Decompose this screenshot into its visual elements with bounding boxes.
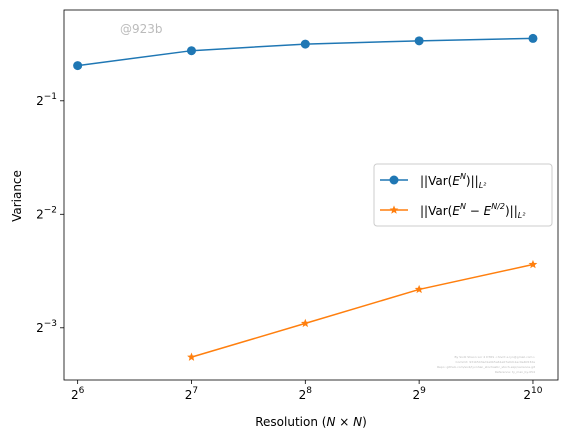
legend-2-minus: −: [466, 204, 484, 218]
x-tick-base: 2: [412, 388, 420, 402]
legend-2-pre: ||Var(: [420, 204, 452, 218]
x-axis-label-prefix: Resolution (: [255, 415, 326, 429]
y-axis-label: Variance: [10, 170, 24, 222]
series-1-point: [528, 33, 538, 43]
legend: ||Var(EN)||L² ||Var(EN − EN/2)||L²: [373, 163, 553, 227]
series-layer: [73, 33, 538, 361]
fine-print-line-2: Commit: 931b543ad1a0b5a61e07a0cb1ec9e4b5…: [456, 360, 536, 364]
y-tick-base: 2: [36, 321, 44, 335]
legend-label-series-2: ||Var(EN − EN/2)||L²: [420, 202, 526, 220]
series-1-point: [73, 61, 83, 71]
x-tick-base: 2: [185, 388, 193, 402]
legend-2-sup1: N: [460, 202, 466, 211]
legend-1-e: E: [452, 174, 460, 188]
y-tick-label: 2−2: [36, 205, 57, 221]
x-tick-label: 26: [71, 386, 85, 402]
x-tick-label: 27: [185, 386, 198, 402]
fine-print-line-3: Repo: github.com/sivli/lyvnhan_stochasti…: [437, 365, 536, 369]
series-1-point: [186, 46, 196, 56]
x-tick-exponent: 9: [420, 386, 426, 396]
watermark-text: @923b: [120, 22, 163, 36]
legend-1-sub: L²: [479, 181, 487, 190]
y-tick-base: 2: [36, 207, 44, 221]
x-tick-label: 28: [299, 386, 313, 402]
x-tick-exponent: 10: [531, 386, 543, 396]
legend-marker-series-2: [389, 205, 399, 214]
legend-marker-series-1: [389, 175, 399, 185]
legend-label-series-1: ||Var(EN)||L²: [420, 172, 487, 190]
series-1-point: [414, 36, 424, 46]
series-2-point: [414, 284, 424, 294]
legend-2-e2: E: [484, 204, 492, 218]
y-tick-base: 2: [36, 94, 44, 108]
x-tick-exponent: 8: [306, 386, 312, 396]
fine-print-line-1: By Sivlli Shaon Lor 4 D7RS <hivrit e.lyn…: [455, 355, 536, 359]
y-axis-ticks: 2−12−22−3: [36, 92, 64, 335]
legend-1-sup: N: [460, 172, 466, 181]
legend-1-pre: ||Var(: [420, 174, 452, 188]
y-tick-label: 2−1: [36, 92, 57, 108]
series-1-point: [300, 39, 310, 49]
x-tick-label: 29: [412, 386, 426, 402]
x-tick-base: 2: [299, 388, 307, 402]
y-tick-label: 2−3: [36, 319, 57, 335]
x-axis-label-suffix: ): [362, 415, 367, 429]
x-tick-base: 2: [523, 388, 531, 402]
x-tick-exponent: 7: [192, 386, 198, 396]
x-tick-exponent: 6: [79, 386, 85, 396]
x-axis-label: Resolution (N × N): [255, 415, 367, 429]
x-tick-label: 210: [523, 386, 542, 402]
legend-2-sup2: N/2: [491, 202, 505, 211]
series-2-line: [191, 263, 534, 358]
fine-print-line-4: Reference: ty_man_by-054: [495, 370, 535, 374]
y-tick-exponent: −1: [44, 92, 57, 102]
legend-frame: [373, 163, 553, 227]
x-axis-label-math: N × N: [326, 415, 362, 429]
legend-2-e1: E: [452, 204, 460, 218]
series-2-point: [187, 352, 196, 361]
legend-1-post: )||: [466, 174, 479, 188]
x-axis-ticks: 26 27 28 29 210: [71, 380, 543, 402]
legend-2-sub: L²: [518, 211, 526, 220]
legend-2-post: )||: [505, 204, 518, 218]
series-2-point: [528, 259, 538, 269]
fine-print: By Sivlli Shaon Lor 4 D7RS <hivrit e.lyn…: [437, 355, 536, 374]
series-2-point: [300, 318, 310, 328]
plot-area-frame: [63, 9, 559, 381]
y-tick-exponent: −2: [44, 205, 57, 215]
y-tick-exponent: −3: [44, 319, 57, 329]
x-tick-base: 2: [71, 388, 79, 402]
